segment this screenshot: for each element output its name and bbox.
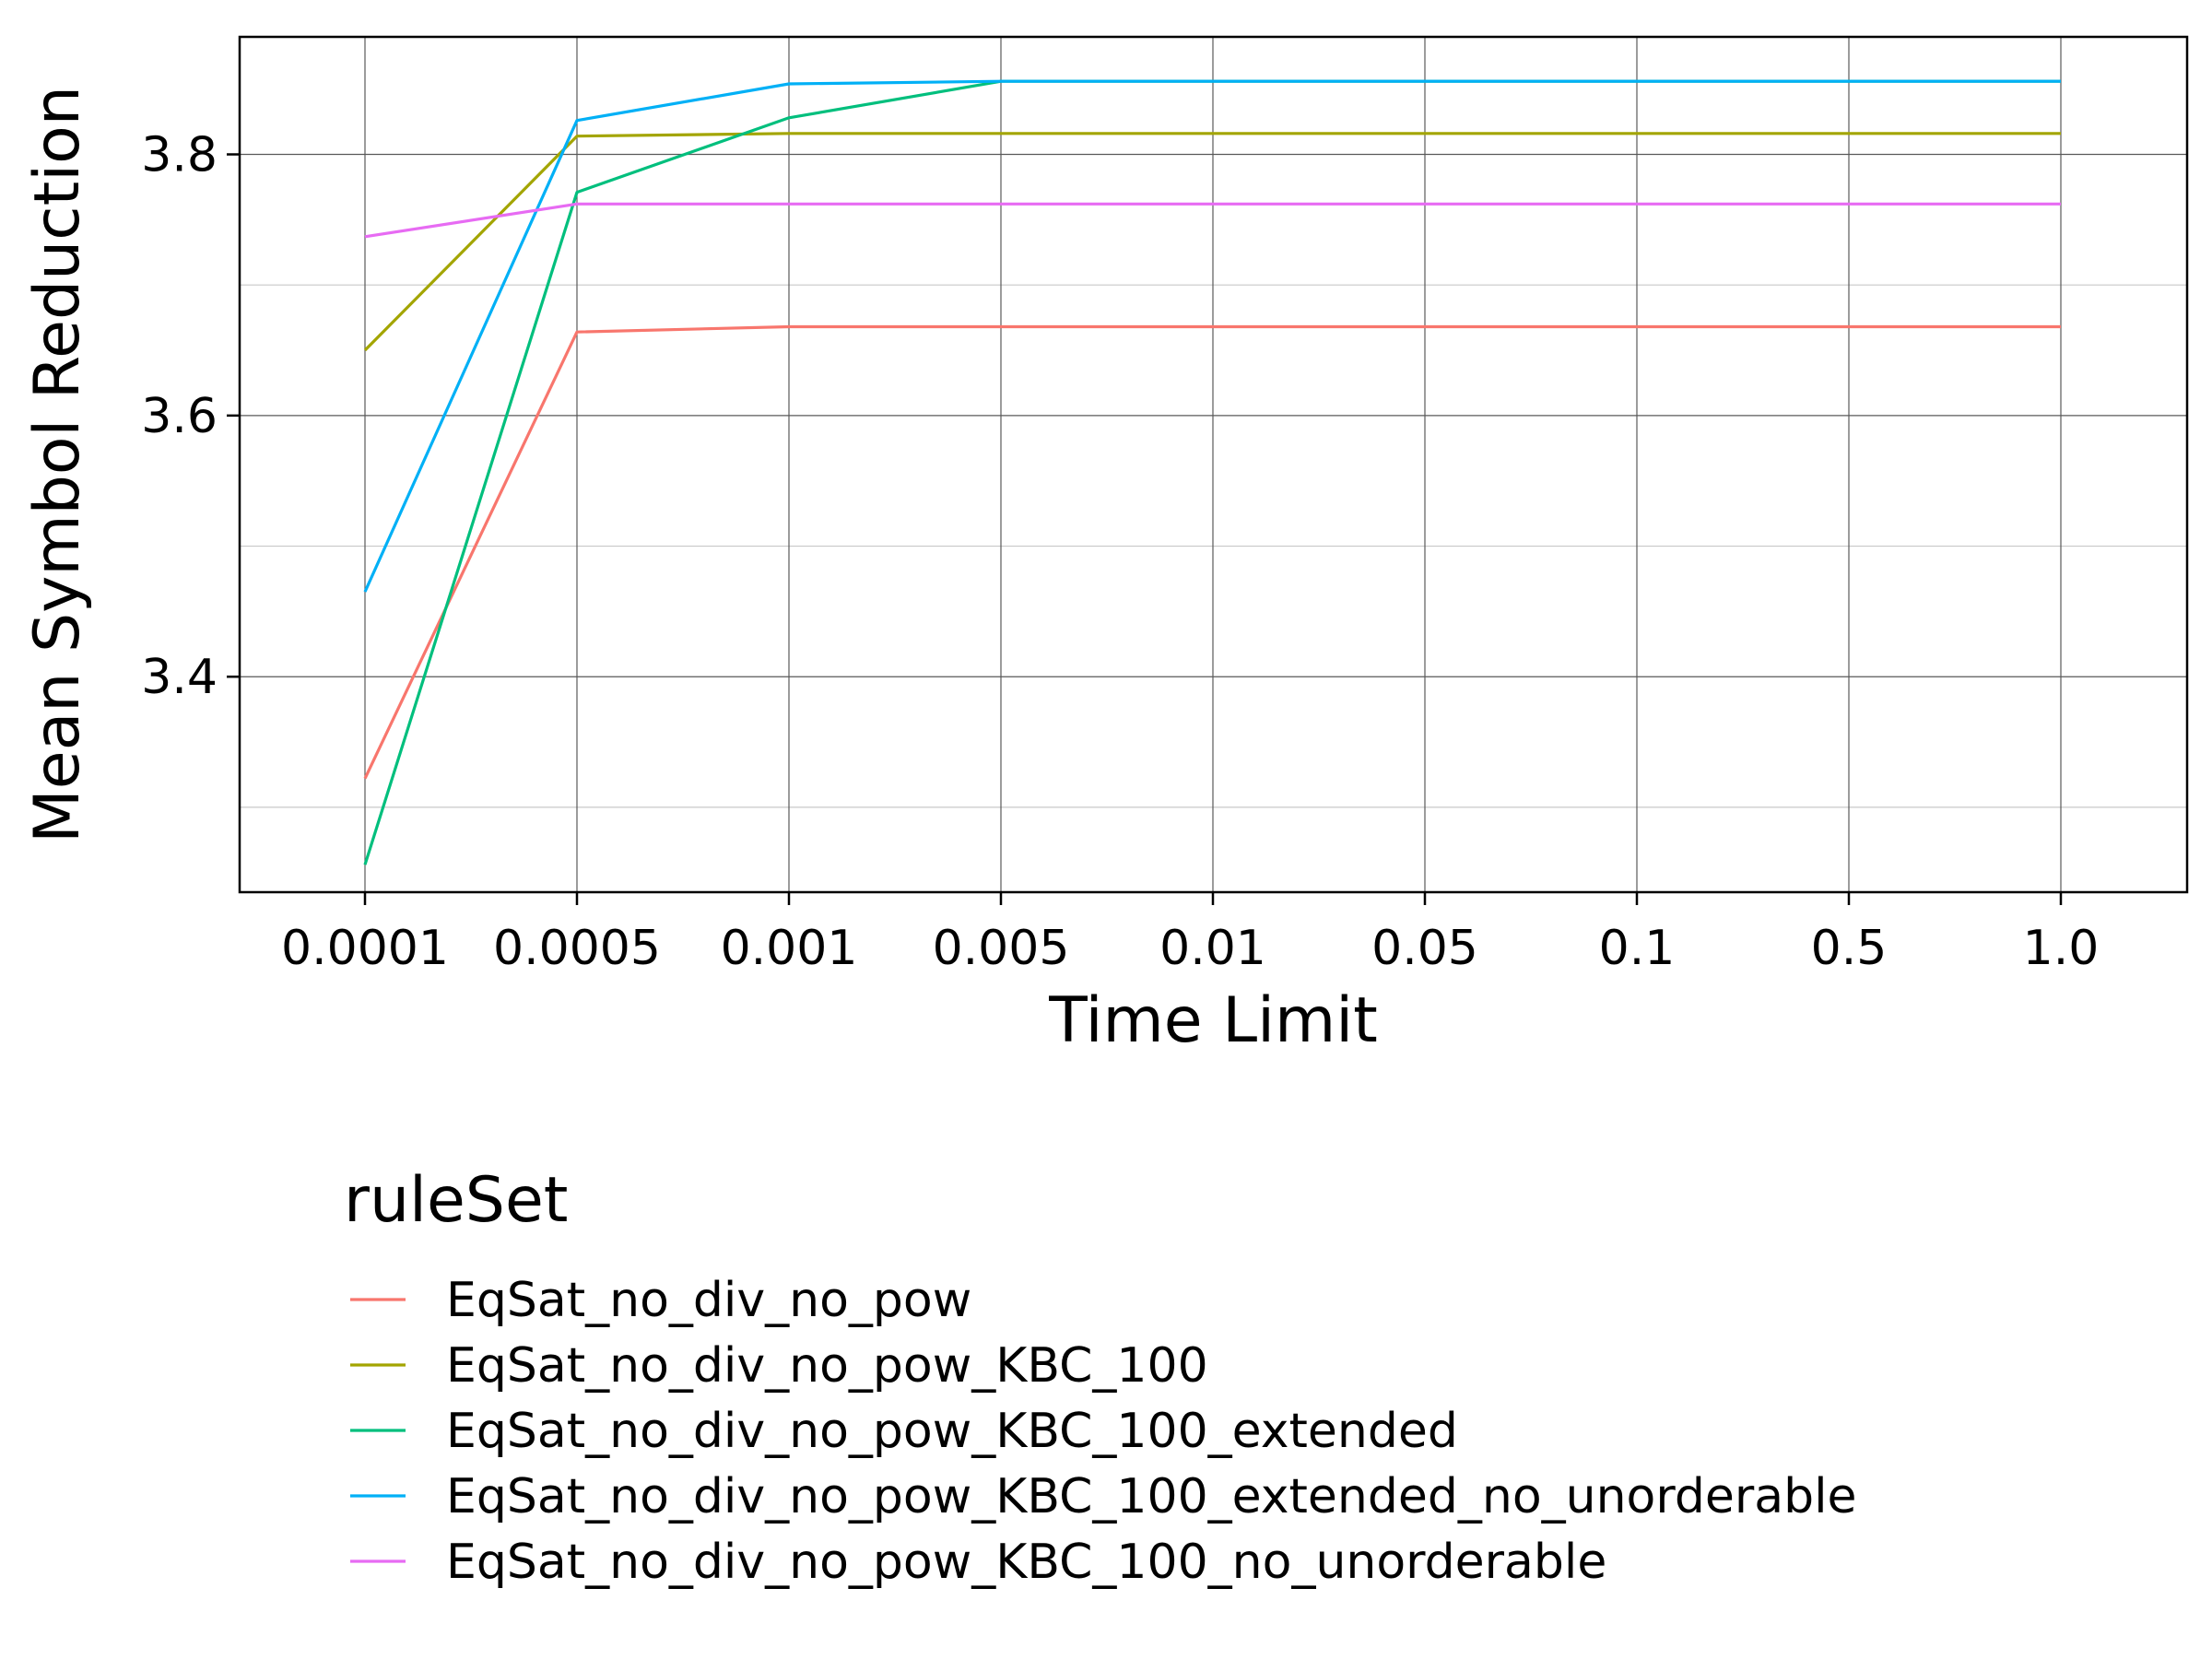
y-axis-ticks: 3.4 3.6 3.8 (141, 128, 240, 705)
x-tick-label: 0.0005 (493, 921, 661, 976)
series-line (363, 324, 2061, 780)
legend-label: EqSat_no_div_no_pow_KBC_100_extended_no_… (446, 1469, 1857, 1524)
y-tick-label: 3.4 (141, 650, 218, 705)
x-tick-label: 0.001 (721, 921, 858, 976)
legend-label: EqSat_no_div_no_pow_KBC_100 (446, 1338, 1208, 1394)
x-tick-label: 0.5 (1811, 921, 1888, 976)
x-axis-ticks: 0.0001 0.0005 0.001 0.005 0.01 0.05 0.1 0.5 1.0 (281, 892, 2099, 976)
legend-label: EqSat_no_div_no_pow_KBC_100_extended (446, 1404, 1458, 1459)
plot-area (238, 35, 2189, 894)
series-line (363, 79, 2061, 593)
x-tick-label: 0.01 (1159, 921, 1266, 976)
x-tick-label: 0.005 (933, 921, 1070, 976)
x-tick-label: 0.1 (1599, 921, 1676, 976)
x-tick-label: 0.05 (1371, 921, 1478, 976)
legend-label: EqSat_no_div_no_pow_KBC_100_no_unorderab… (446, 1535, 1606, 1590)
major-gridlines (240, 37, 2187, 892)
x-axis-title: Time Limit (1048, 984, 1378, 1057)
x-tick-label: 1.0 (2023, 921, 2100, 976)
legend-label: EqSat_no_div_no_pow (446, 1273, 971, 1328)
series-lines (363, 79, 2061, 865)
x-tick-label: 0.0001 (281, 921, 449, 976)
y-tick-label: 3.6 (141, 389, 218, 444)
legend: ruleSet EqSat_no_div_no_powEqSat_no_div_… (344, 1164, 1857, 1590)
y-tick-label: 3.8 (141, 128, 218, 183)
series-line (363, 132, 2061, 352)
y-axis-title: Mean Symbol Reduction (21, 86, 94, 843)
legend-title: ruleSet (344, 1164, 568, 1237)
series-line (364, 202, 2061, 239)
legend-items: EqSat_no_div_no_pow EqSat_no_div_no_pow_K… (350, 1273, 1857, 1590)
